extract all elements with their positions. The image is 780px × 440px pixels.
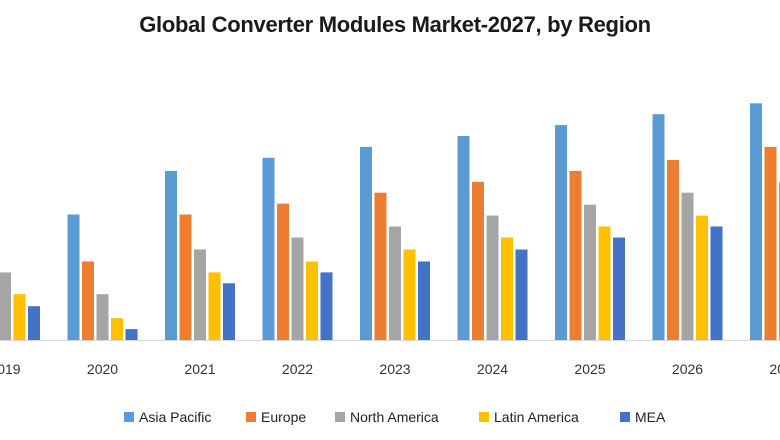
- legend-label-latin-america: Latin America: [494, 409, 579, 425]
- x-tick-label: 2022: [282, 361, 313, 377]
- bar-latin-america-2025: [598, 226, 611, 340]
- bar-asia-pacific-2024: [457, 136, 470, 340]
- bar-north-america-2024: [486, 215, 499, 340]
- bar-latin-america-2024: [501, 237, 513, 340]
- x-tick-label: 2024: [477, 361, 508, 377]
- bar-mea-2025: [613, 237, 625, 340]
- legend-label-north-america: North America: [350, 409, 439, 425]
- bar-latin-america-2021: [208, 272, 221, 340]
- bar-asia-pacific-2021: [165, 170, 177, 340]
- bar-north-america-2023: [389, 226, 401, 340]
- x-tick-label: 2025: [574, 361, 605, 377]
- bar-europe-2025: [569, 170, 582, 340]
- bar-asia-pacific-2020: [67, 214, 80, 340]
- bar-north-america-2020: [96, 294, 109, 340]
- bar-north-america-2026: [681, 192, 694, 340]
- bar-europe-2021: [179, 214, 192, 340]
- bar-asia-pacific-2022: [262, 157, 275, 340]
- bar-asia-pacific-2026: [652, 114, 665, 340]
- x-tick-label: 2020: [87, 361, 118, 377]
- bar-mea-2022: [320, 272, 333, 340]
- x-tick-label: 2026: [672, 361, 703, 377]
- bar-asia-pacific-2025: [555, 125, 567, 340]
- bar-latin-america-2022: [306, 261, 318, 340]
- bar-europe-2024: [472, 181, 484, 340]
- bar-latin-america-2026: [696, 215, 708, 340]
- x-tick-label: 2021: [184, 361, 215, 377]
- bar-europe-2026: [667, 160, 679, 340]
- legend-swatch-latin-america: [479, 412, 489, 422]
- bar-north-america-2022: [291, 237, 304, 340]
- chart-title: Global Converter Modules Market-2027, by…: [139, 12, 651, 37]
- bar-europe-2027: [764, 146, 777, 340]
- bar-europe-2020: [82, 261, 94, 340]
- bar-latin-america-2023: [403, 249, 416, 340]
- bar-mea-2024: [515, 249, 528, 340]
- legend-label-mea: MEA: [635, 409, 666, 425]
- legend-swatch-europe: [246, 412, 256, 422]
- bar-europe-2022: [277, 203, 289, 340]
- legend-label-europe: Europe: [261, 409, 306, 425]
- bar-mea-2026: [710, 226, 723, 340]
- bar-asia-pacific-2027: [750, 103, 762, 340]
- bar-mea-2019: [28, 306, 40, 340]
- bar-north-america-2025: [584, 204, 596, 340]
- x-tick-label: 2023: [379, 361, 410, 377]
- legend-label-asia-pacific: Asia Pacific: [139, 409, 211, 425]
- bar-mea-2020: [125, 329, 138, 340]
- bar-asia-pacific-2023: [360, 146, 372, 340]
- bar-europe-2023: [374, 192, 387, 340]
- bar-mea-2021: [223, 283, 235, 340]
- bar-mea-2023: [418, 261, 430, 340]
- legend-swatch-asia-pacific: [124, 412, 134, 422]
- bar-latin-america-2019: [13, 294, 26, 340]
- x-tick-label: 2019: [0, 361, 21, 377]
- bar-latin-america-2020: [111, 318, 123, 340]
- x-tick-label: 2027: [769, 361, 780, 377]
- bar-north-america-2021: [194, 249, 206, 340]
- legend-swatch-mea: [620, 412, 630, 422]
- legend-swatch-north-america: [335, 412, 345, 422]
- bar-north-america-2019: [0, 272, 11, 340]
